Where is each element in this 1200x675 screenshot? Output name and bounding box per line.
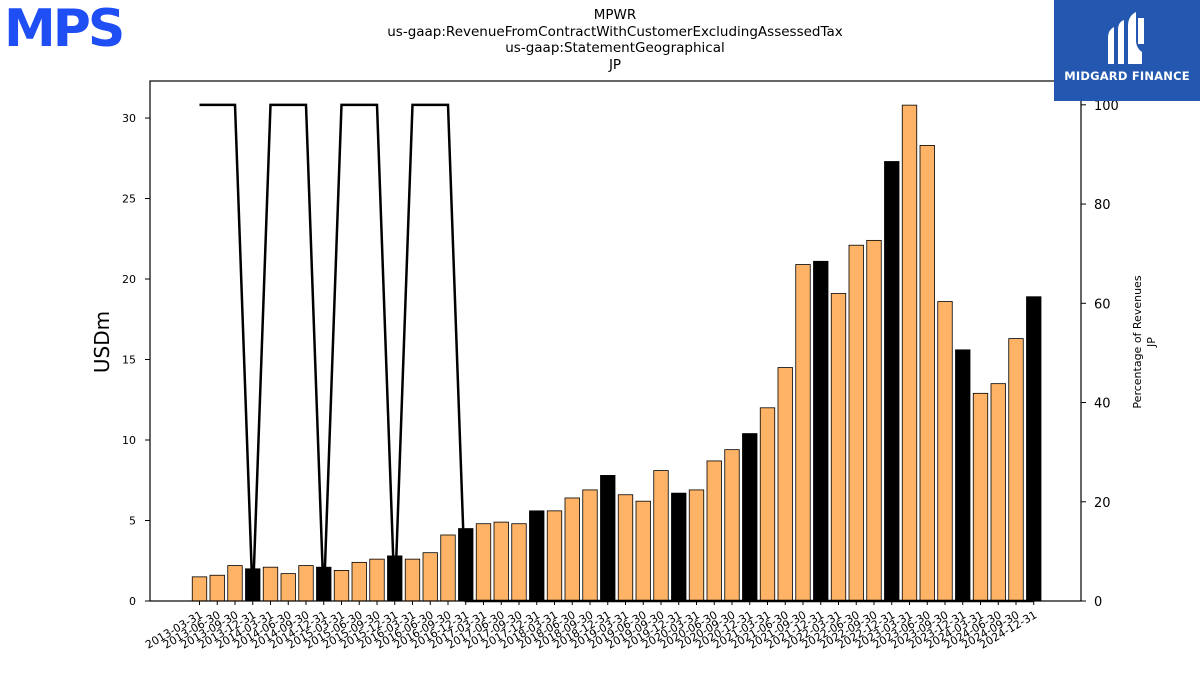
bar-2021-03-31 xyxy=(759,407,776,602)
bar-2023-09-30 xyxy=(937,301,953,602)
y2-tick-label: 20 xyxy=(1094,496,1111,511)
bar-2022-09-30 xyxy=(866,239,882,602)
chart-title: MPWR us-gaap:RevenueFromContractWithCust… xyxy=(310,7,920,73)
y-tick-label: 15 xyxy=(122,354,136,367)
bar-2024-03-31 xyxy=(972,392,989,602)
bar-2018-09-30 xyxy=(582,489,598,602)
axes xyxy=(149,80,1082,602)
bar-2024-12-31 xyxy=(1026,296,1042,602)
mps-logo: MPS xyxy=(4,0,154,59)
bar-2022-03-31 xyxy=(830,293,847,602)
bar-2013-09-30 xyxy=(227,565,243,602)
bar-2023-06-30 xyxy=(919,144,935,602)
bar-2013-03-31 xyxy=(191,576,208,602)
bar-2019-09-30 xyxy=(653,470,669,602)
title-axis: us-gaap:StatementGeographical xyxy=(505,40,725,56)
bar-2018-06-30 xyxy=(564,497,580,602)
bar-2020-03-31 xyxy=(688,489,705,602)
y-tick-label: 5 xyxy=(129,515,136,528)
bar-2024-06-30 xyxy=(990,383,1006,602)
bar-2019-03-31 xyxy=(617,494,634,602)
bar-2018-12-31 xyxy=(600,475,616,602)
bar-2021-12-31 xyxy=(813,260,829,602)
bar-2017-09-30 xyxy=(511,523,527,602)
bar-series xyxy=(191,104,1042,602)
bar-2016-09-30 xyxy=(440,534,456,602)
y2-ticks: 0 20 40 60 80 100 xyxy=(1081,99,1119,610)
y-ticks: 0 5 10 15 20 25 30 xyxy=(122,112,150,608)
bar-2017-03-31 xyxy=(475,523,492,602)
y-tick-label: 20 xyxy=(122,273,136,286)
bar-2018-03-31 xyxy=(546,510,563,602)
bar-2024-09-30 xyxy=(1008,338,1024,602)
midgard-finance-logo: MIDGARD FINANCE xyxy=(1054,0,1200,101)
bar-2023-12-31 xyxy=(955,349,971,602)
bar-2023-03-31 xyxy=(901,104,918,602)
title-ticker: MPWR xyxy=(593,7,637,23)
bar-2015-03-31 xyxy=(333,570,350,602)
bar-2021-09-30 xyxy=(795,264,811,602)
bar-2021-06-30 xyxy=(777,367,793,602)
y2-tick-label: 100 xyxy=(1094,99,1119,114)
y-axis-label: USDm xyxy=(90,311,114,373)
y-tick-label: 30 xyxy=(122,112,136,125)
bar-2022-12-31 xyxy=(884,161,900,602)
bar-2016-03-31 xyxy=(404,558,421,602)
x-ticks: 2013-03-312013-06-302013-09-302013-12-31… xyxy=(143,601,1039,652)
bar-2014-09-30 xyxy=(298,565,314,602)
plot-frame xyxy=(149,80,1082,602)
bar-2015-09-30 xyxy=(369,558,385,602)
title-concept: us-gaap:RevenueFromContractWithCustomerE… xyxy=(387,23,843,40)
y-tick-label: 25 xyxy=(122,193,136,206)
svg-text:MPS: MPS xyxy=(4,4,122,50)
y2-tick-label: 80 xyxy=(1094,198,1111,213)
bar-2020-09-30 xyxy=(724,449,740,602)
midgard-mark-icon xyxy=(1108,12,1144,64)
bar-2017-12-31 xyxy=(529,510,545,602)
bar-2015-06-30 xyxy=(351,561,367,602)
y2-tick-label: 0 xyxy=(1094,595,1102,610)
y-tick-label: 10 xyxy=(122,434,136,447)
y2-tick-label: 40 xyxy=(1094,397,1111,412)
bar-2020-06-30 xyxy=(706,460,722,602)
y-tick-label: 0 xyxy=(129,595,136,608)
bar-2022-06-30 xyxy=(848,244,864,602)
bar-2016-06-30 xyxy=(422,552,438,602)
y2-axis-label: Percentage of Revenues JP xyxy=(1131,275,1158,408)
bar-2013-06-30 xyxy=(209,574,225,602)
bar-2017-06-30 xyxy=(493,521,509,602)
y2-label-line: Percentage of Revenues xyxy=(1131,275,1144,408)
y2-tick-label: 60 xyxy=(1094,297,1111,312)
midgard-name: MIDGARD FINANCE xyxy=(1064,69,1190,83)
title-member: JP xyxy=(608,56,622,73)
bar-2020-12-31 xyxy=(742,433,758,602)
bar-2014-06-30 xyxy=(280,573,296,602)
bar-2019-12-31 xyxy=(671,492,687,602)
bar-2019-06-30 xyxy=(635,500,651,602)
bar-2014-03-31 xyxy=(262,566,279,602)
y2-label-line: JP xyxy=(1145,337,1158,348)
